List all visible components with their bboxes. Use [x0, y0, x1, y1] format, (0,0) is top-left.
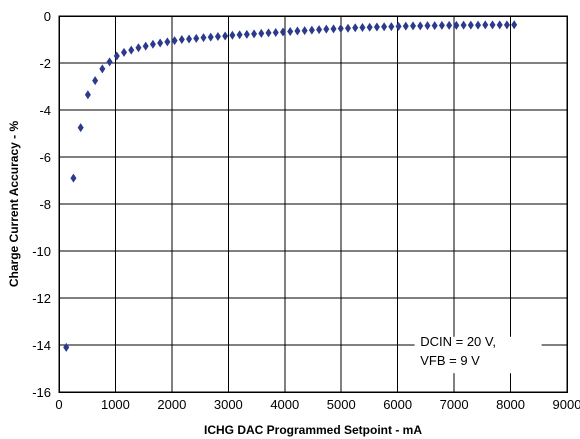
data-point [229, 30, 236, 40]
x-axis-title: ICHG DAC Programmed Setpoint - mA [204, 423, 422, 437]
data-point [279, 27, 286, 37]
y-tick-label: -10 [32, 244, 51, 259]
annotation-line-dcin: DCIN = 20 V, [420, 334, 496, 349]
data-point [402, 21, 409, 31]
data-point [92, 76, 99, 86]
data-point [352, 23, 359, 33]
data-point [251, 29, 258, 39]
data-point [373, 22, 380, 32]
x-tick-label: 1000 [101, 397, 130, 412]
data-point [308, 25, 315, 35]
data-point [496, 20, 503, 30]
data-point [106, 57, 113, 67]
data-point [301, 26, 308, 36]
data-point [171, 36, 178, 46]
data-point [70, 173, 77, 183]
data-point [121, 47, 128, 57]
data-point [149, 39, 156, 49]
data-point [381, 22, 388, 32]
data-point [294, 26, 301, 36]
data-point [214, 31, 221, 41]
data-point [243, 29, 250, 39]
data-point [142, 41, 149, 51]
x-tick-label: 2000 [157, 397, 186, 412]
y-tick-label: -12 [32, 291, 51, 306]
data-point [431, 21, 438, 31]
data-point [193, 33, 200, 43]
y-tick-label: -4 [39, 103, 51, 118]
data-point [113, 51, 120, 61]
data-point [460, 20, 467, 30]
data-point [438, 20, 445, 30]
x-tick-label: 5000 [327, 397, 356, 412]
data-point [482, 20, 489, 30]
data-point [272, 27, 279, 37]
data-point [164, 37, 171, 47]
data-point [128, 45, 135, 55]
x-tick-label: 6000 [383, 397, 412, 412]
y-tick-label: -16 [32, 385, 51, 400]
annotation-background [414, 336, 542, 374]
data-point [222, 31, 229, 41]
y-tick-label: -6 [39, 150, 51, 165]
data-point [84, 90, 91, 100]
x-tick-label: 3000 [214, 397, 243, 412]
data-point [236, 30, 243, 40]
data-point [511, 20, 518, 30]
data-point [503, 20, 510, 30]
data-point [446, 20, 453, 30]
data-point [265, 28, 272, 38]
data-point [410, 21, 417, 31]
y-tick-label: -2 [39, 56, 51, 71]
data-points [63, 20, 518, 352]
y-axis-title: Charge Current Accuracy - % [7, 121, 21, 288]
data-point [395, 21, 402, 31]
data-point [388, 22, 395, 32]
y-tick-label: -8 [39, 197, 51, 212]
data-point [475, 20, 482, 30]
data-point [467, 20, 474, 30]
data-point [323, 24, 330, 34]
y-tick-label: -14 [32, 338, 51, 353]
x-tick-label: 4000 [270, 397, 299, 412]
data-point [366, 22, 373, 32]
x-tick-label: 0 [55, 397, 62, 412]
plot-frame [58, 15, 568, 393]
data-point [424, 21, 431, 31]
data-point [135, 43, 142, 53]
data-point [344, 23, 351, 33]
data-point [157, 38, 164, 48]
data-point [258, 28, 265, 38]
data-point [316, 25, 323, 35]
data-point [77, 123, 84, 133]
data-point [330, 24, 337, 34]
annotation-line-vfb: VFB = 9 V [420, 353, 480, 368]
data-point [453, 20, 460, 30]
y-tick-label: 0 [44, 9, 51, 24]
data-point [63, 342, 70, 352]
data-point [359, 23, 366, 33]
data-point [178, 35, 185, 44]
y-tick-labels: 0 -2 -4 -6 -8 -10 -12 -14 -16 [32, 9, 51, 400]
data-point [200, 33, 207, 43]
data-point [489, 20, 496, 30]
condition-annotation: DCIN = 20 V, VFB = 9 V [414, 334, 542, 374]
data-point [99, 64, 106, 74]
data-point [337, 23, 344, 33]
x-tick-label: 8000 [496, 397, 525, 412]
data-point [417, 21, 424, 31]
x-tick-label: 7000 [440, 397, 469, 412]
data-point [207, 32, 214, 42]
x-tick-label: 9000 [553, 397, 580, 412]
data-point [287, 27, 294, 37]
x-tick-labels: 0 1000 2000 3000 4000 5000 6000 7000 8000 9000 [55, 397, 580, 412]
data-point [186, 34, 193, 44]
